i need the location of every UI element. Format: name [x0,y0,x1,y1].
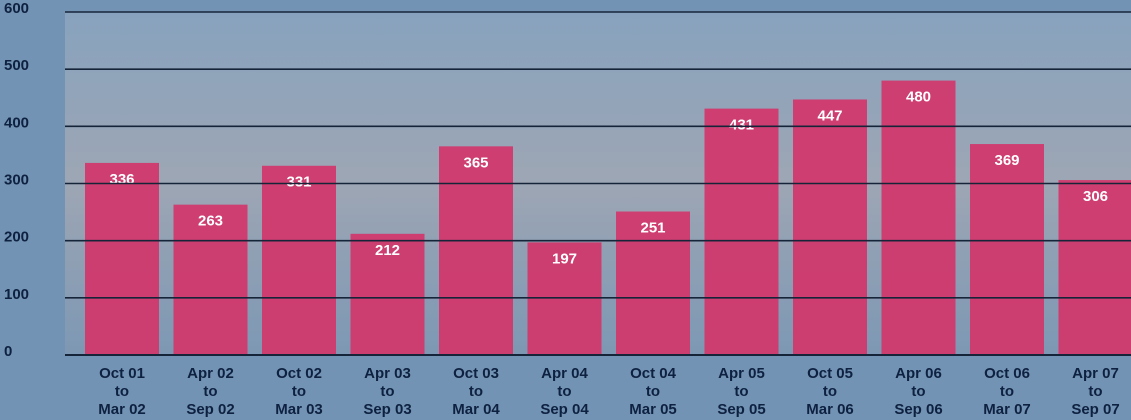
y-tick-label: 600 [4,0,29,17]
value-label: 336 [109,171,134,188]
x-tick-label: Apr 04 to Sep 04 [540,365,589,418]
x-tick-label: Oct 03 to Mar 04 [452,365,500,418]
value-label: 331 [286,174,311,191]
value-label: 197 [552,250,577,267]
x-tick-label: Apr 05 to Sep 05 [717,365,765,418]
value-label: 212 [375,242,400,259]
x-tick-label: Oct 02 to Mar 03 [275,365,323,418]
y-tick-label: 0 [4,343,12,360]
x-tick-label: Oct 05 to Mar 06 [806,365,854,418]
x-tick-label: Apr 02 to Sep 02 [186,365,234,418]
x-tick-label: Oct 01 to Mar 02 [98,365,146,418]
bar [350,233,425,355]
bar [793,99,867,355]
value-label: 251 [640,219,665,236]
value-label: 431 [729,117,754,134]
y-tick-label: 300 [4,171,29,188]
y-tick-label: 100 [4,286,29,303]
y-tick-label: 400 [4,114,29,131]
bar [616,211,690,355]
bar [439,146,513,355]
y-tick-label: 200 [4,229,29,246]
value-label: 480 [906,89,931,106]
x-tick-label: Oct 04 to Mar 05 [629,365,677,418]
bar [881,80,956,355]
bar [173,204,248,355]
bar [85,162,159,355]
bar [527,242,602,355]
value-label: 365 [463,154,488,171]
y-tick-label: 500 [4,57,29,74]
x-tick-label: Apr 03 to Sep 03 [363,365,411,418]
value-label: 263 [198,213,223,230]
value-label: 447 [817,107,842,124]
bar [704,108,779,355]
x-tick-label: Apr 07 to Sep 07 [1071,365,1119,418]
x-tick-label: Apr 06 to Sep 06 [894,365,942,418]
value-label: 306 [1083,188,1108,205]
bar [970,144,1044,355]
bar [262,165,336,355]
x-tick-label: Oct 06 to Mar 07 [983,365,1031,418]
value-label: 369 [994,152,1019,169]
bar [1058,180,1131,355]
